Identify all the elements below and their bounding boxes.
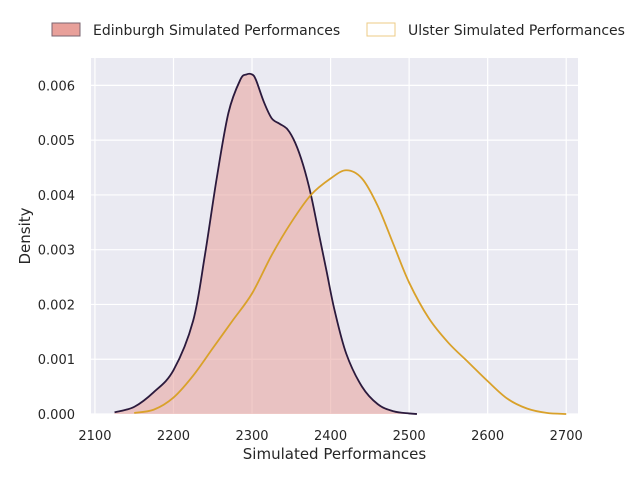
edinburgh-density-line — [114, 72, 418, 415]
x-tick-labels: 2100 2200 2300 2400 2500 2600 2700 — [78, 429, 582, 444]
y-tick-label: 0.006 — [38, 79, 75, 94]
legend-swatch-ulster — [366, 22, 396, 37]
x-tick-label: 2500 — [393, 429, 426, 444]
y-tick-label: 0.004 — [38, 189, 75, 204]
y-tick-label: 0.003 — [38, 244, 75, 259]
y-tick-label: 0.000 — [38, 408, 75, 423]
legend-label-ulster: Ulster Simulated Performances — [408, 23, 625, 39]
x-tick-label: 2100 — [78, 429, 111, 444]
ulster-density-line — [134, 169, 567, 415]
x-tick-label: 2700 — [550, 429, 583, 444]
y-axis-label: Density — [16, 207, 34, 264]
x-tick-label: 2200 — [157, 429, 190, 444]
y-tick-label: 0.002 — [38, 298, 75, 313]
x-tick-label: 2400 — [314, 429, 347, 444]
legend: Edinburgh Simulated Performances Ulster … — [51, 22, 625, 39]
y-tick-labels: 0.000 0.001 0.002 0.003 0.004 0.005 0.006 — [38, 79, 75, 423]
x-tick-label: 2600 — [471, 429, 504, 444]
x-tick-label: 2300 — [235, 429, 268, 444]
x-axis-label: Simulated Performances — [243, 445, 427, 463]
y-tick-label: 0.005 — [38, 134, 75, 149]
y-tick-label: 0.001 — [38, 353, 75, 368]
series-layer — [114, 72, 567, 415]
legend-label-edinburgh: Edinburgh Simulated Performances — [93, 23, 340, 39]
edinburgh-density-area — [114, 73, 417, 414]
legend-swatch-edinburgh — [51, 22, 81, 37]
